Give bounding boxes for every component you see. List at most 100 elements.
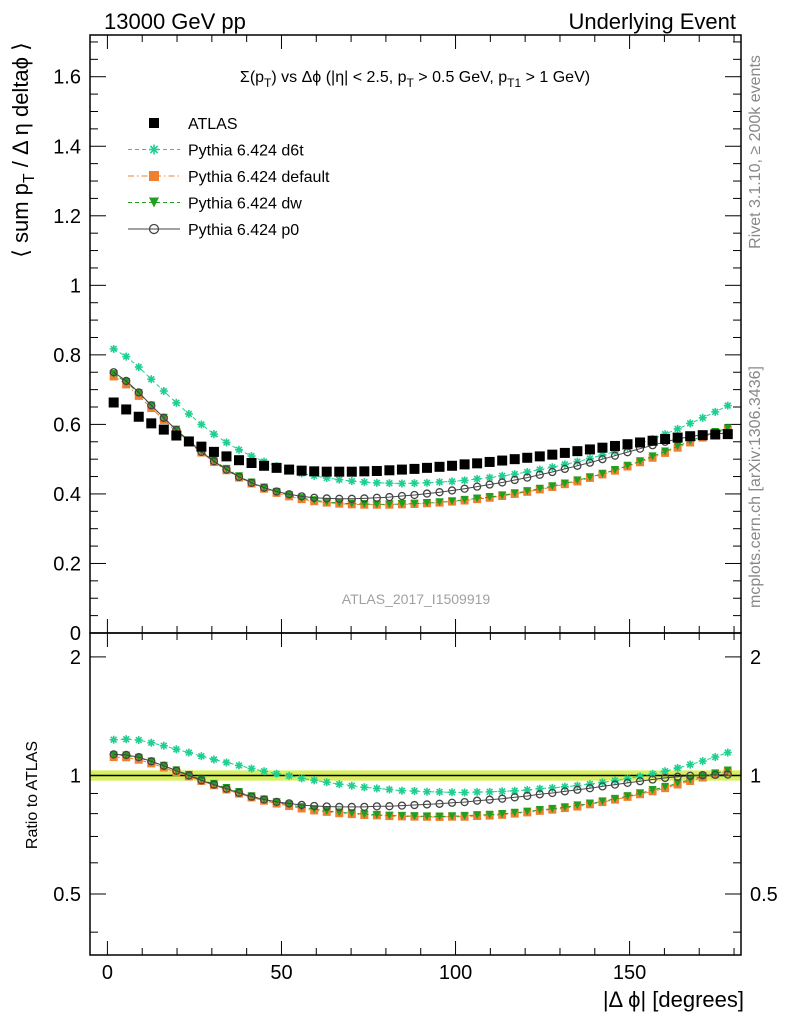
data-point-pythia-6-424-d6t — [448, 477, 457, 486]
series-line-pythia-6-424-dw — [113, 373, 728, 505]
main-y-axis-title: ⟨ sum pT / Δ η deltaϕ ⟩ — [8, 42, 38, 257]
data-point-atlas — [660, 433, 671, 444]
data-point-atlas — [221, 451, 232, 462]
ratio-point-pythia-6-424-d6t — [184, 748, 193, 757]
data-point-pythia-6-424-dw — [523, 487, 532, 496]
ratio-point-pythia-6-424-d6t — [272, 769, 281, 778]
star-stroke — [711, 408, 719, 416]
data-point-pythia-6-424-p0 — [610, 451, 620, 460]
data-point-pythia-6-424-p0 — [510, 475, 519, 485]
data-point-pythia-6-424-p0 — [322, 494, 331, 503]
ratio-line-pythia-6-424-p0 — [113, 753, 728, 808]
rivet-version-label: Rivet 3.1.10, ≥ 200k events — [747, 55, 764, 249]
data-point-pythia-6-424-dw — [723, 424, 732, 433]
data-point-atlas — [635, 437, 646, 448]
data-point-pythia-6-424-p0 — [548, 467, 557, 477]
data-point-atlas — [497, 455, 508, 466]
ratio-point-pythia-6-424-dw — [523, 807, 532, 816]
ratio-point-pythia-6-424-p0 — [122, 750, 131, 760]
data-point-atlas — [697, 430, 708, 441]
star-stroke — [323, 778, 331, 786]
ratio-line-pythia-6-424-d6t — [113, 738, 728, 794]
data-point-pythia-6-424-dw — [410, 499, 419, 508]
data-point-pythia-6-424-d6t — [510, 470, 519, 479]
star-stroke — [436, 788, 443, 796]
ratio-point-pythia-6-424-d6t — [485, 787, 494, 796]
star-stroke — [398, 480, 406, 487]
data-point-pythia-6-424-p0 — [573, 461, 582, 470]
ratio-point-pythia-6-424-d6t — [698, 757, 707, 766]
ratio-point-pythia-6-424-dw — [422, 812, 431, 821]
series-line-pythia-6-424-p0 — [113, 371, 728, 500]
ratio-point-pythia-6-424-p0 — [209, 780, 219, 789]
x-tick-label: 0 — [102, 962, 113, 984]
data-point-pythia-6-424-p0 — [585, 458, 595, 467]
star-stroke — [674, 764, 682, 772]
ratio-point-pythia-6-424-p0 — [460, 797, 469, 807]
data-point-atlas — [672, 432, 683, 443]
star-stroke — [210, 756, 218, 763]
ratio-point-pythia-6-424-dw — [473, 811, 482, 820]
data-point-pythia-6-424-d6t — [410, 479, 419, 488]
ratio-point-pythia-6-424-p0 — [310, 801, 319, 811]
ratio-point-pythia-6-424-dw — [648, 785, 657, 794]
data-point-atlas — [321, 466, 332, 477]
ratio-point-pythia-6-424-d6t — [335, 780, 344, 789]
data-point-pythia-6-424-dw — [285, 491, 294, 500]
ratio-point-pythia-6-424-p0 — [297, 800, 306, 810]
legend: ATLAS Pythia 6.424 d6t Pythia 6.424 defaul… — [128, 116, 330, 239]
ratio-point-pythia-6-424-p0 — [585, 784, 595, 793]
ratio-point-pythia-6-424-d6t — [109, 735, 118, 744]
star-stroke — [498, 787, 506, 795]
data-point-pythia-6-424-p0 — [335, 494, 344, 503]
ratio-point-pythia-6-424-dw — [623, 792, 632, 801]
ratio-point-pythia-6-424-dw — [510, 808, 519, 817]
star-stroke — [335, 476, 343, 484]
data-point-pythia-6-424-p0 — [498, 478, 507, 487]
data-point-pythia-6-424-p0 — [372, 493, 382, 502]
data-point-pythia-6-424-p0 — [310, 493, 319, 502]
data-point-atlas — [522, 452, 533, 463]
data-point-pythia-6-424-p0 — [397, 491, 407, 501]
ratio-point-pythia-6-424-p0 — [711, 770, 720, 780]
data-point-pythia-6-424-p0 — [360, 494, 369, 503]
data-point-atlas — [359, 466, 370, 477]
data-point-pythia-6-424-p0 — [535, 470, 544, 479]
star-stroke — [486, 788, 494, 796]
data-point-pythia-6-424-dw — [548, 482, 557, 491]
star-stroke — [699, 414, 707, 422]
data-point-pythia-6-424-p0 — [485, 480, 494, 489]
data-point-atlas — [597, 442, 608, 453]
ratio-point-pythia-6-424-d6t — [686, 760, 695, 769]
data-point-pythia-6-424-dw — [372, 500, 381, 509]
data-point-pythia-6-424-dw — [448, 497, 457, 506]
star-stroke — [223, 439, 230, 446]
ratio-point-pythia-6-424-dw — [109, 751, 118, 760]
star-stroke — [149, 145, 159, 154]
ratio-point-pythia-6-424-p0 — [472, 796, 482, 805]
ratio-point-pythia-6-424-p0 — [360, 802, 369, 812]
ratio-line-pythia-6-424-default — [113, 756, 728, 818]
axis-ticks — [90, 35, 741, 955]
legend-marker-pythia-6-424-default — [149, 171, 159, 181]
ratio-point-pythia-6-424-p0 — [272, 797, 281, 807]
main-y-tick-label: 1.4 — [53, 136, 81, 158]
ratio-point-pythia-6-424-p0 — [610, 780, 620, 789]
ratio-point-pythia-6-424-dw — [460, 811, 469, 820]
ratio-point-pythia-6-424-p0 — [523, 791, 532, 801]
data-point-pythia-6-424-d6t — [209, 430, 218, 439]
ratio-point-pythia-6-424-dw — [347, 809, 356, 818]
data-point-atlas — [472, 458, 483, 469]
data-point-pythia-6-424-p0 — [598, 455, 607, 464]
star-stroke — [373, 784, 381, 792]
ratio-point-pythia-6-424-d6t — [673, 764, 682, 773]
data-point-atlas — [434, 461, 445, 472]
data-point-atlas — [384, 465, 395, 476]
star-stroke — [185, 410, 193, 418]
main-y-tick-label: 1.6 — [53, 67, 81, 89]
data-point-pythia-6-424-d6t — [222, 438, 231, 447]
ratio-point-pythia-6-424-p0 — [410, 800, 419, 810]
data-point-atlas — [346, 466, 357, 477]
ratio-point-pythia-6-424-p0 — [172, 766, 181, 775]
ratio-point-pythia-6-424-p0 — [259, 795, 269, 804]
